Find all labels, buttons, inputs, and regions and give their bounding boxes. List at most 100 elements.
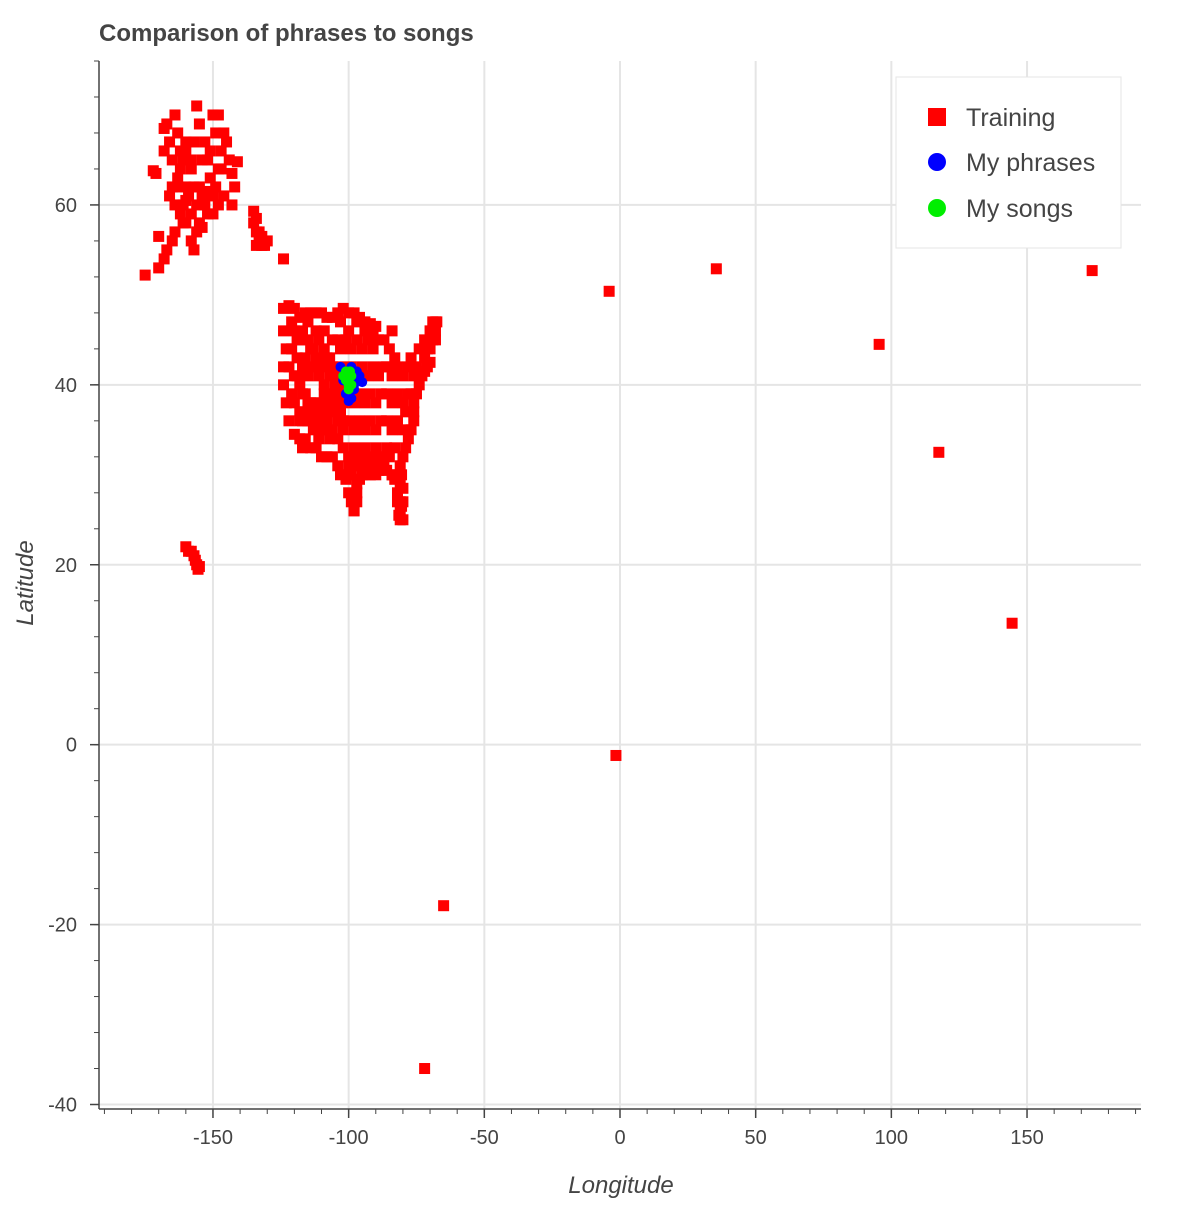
training-point	[169, 109, 181, 121]
training-point	[297, 325, 309, 337]
axes: -150 -100 -50 0 50 100 150 -40 -20 0 20 40 60	[48, 60, 1141, 1149]
training-point	[326, 424, 338, 436]
songs-series	[338, 366, 357, 395]
training-point	[329, 379, 341, 391]
training-point	[291, 352, 303, 364]
training-point	[196, 221, 208, 233]
training-point	[354, 415, 365, 427]
legend-training-swatch	[928, 108, 946, 126]
training-point	[204, 172, 216, 184]
training-point	[367, 460, 379, 472]
training-series	[139, 100, 1098, 1075]
training-point	[391, 361, 403, 373]
training-point	[321, 415, 333, 427]
training-point	[343, 451, 355, 463]
training-point	[1006, 617, 1018, 629]
y-tick-label: -20	[48, 915, 77, 937]
training-point	[335, 406, 347, 418]
training-point	[307, 361, 319, 373]
training-point	[397, 424, 409, 436]
training-point	[359, 442, 371, 454]
training-point	[210, 181, 222, 193]
training-point	[343, 487, 355, 499]
training-point	[335, 316, 347, 328]
training-point	[164, 190, 176, 202]
training-point	[318, 343, 330, 355]
training-point	[394, 514, 406, 526]
training-point	[405, 352, 417, 364]
training-point	[381, 442, 393, 454]
training-point	[348, 505, 360, 517]
training-point	[164, 136, 176, 148]
training-point	[345, 469, 357, 481]
training-point	[278, 253, 290, 265]
training-point	[383, 451, 395, 463]
training-point	[196, 190, 208, 202]
training-point	[391, 415, 403, 427]
training-point	[326, 361, 338, 373]
training-point	[383, 343, 395, 355]
training-point	[391, 496, 403, 508]
training-point	[370, 442, 382, 454]
training-point	[386, 397, 398, 409]
training-point	[248, 205, 260, 217]
training-point	[188, 181, 200, 193]
training-point	[161, 244, 173, 256]
legend-songs-label: My songs	[966, 195, 1073, 223]
training-point	[172, 127, 184, 139]
training-point	[408, 415, 420, 427]
training-point	[316, 406, 328, 418]
y-tick-label: 0	[66, 735, 77, 757]
training-point	[288, 302, 300, 314]
training-point	[191, 199, 203, 211]
training-point	[400, 442, 412, 454]
training-point	[386, 325, 398, 337]
training-point	[324, 370, 336, 382]
training-point	[364, 388, 376, 400]
training-point	[180, 145, 192, 157]
training-point	[356, 343, 368, 355]
training-point	[313, 397, 325, 409]
training-point	[180, 136, 192, 148]
training-point	[158, 253, 170, 265]
training-point	[402, 433, 414, 445]
training-point	[413, 343, 425, 355]
training-point	[408, 370, 420, 382]
training-point	[405, 388, 417, 400]
training-point	[321, 397, 333, 409]
training-point	[299, 406, 311, 418]
training-point	[183, 190, 195, 202]
training-point	[421, 343, 433, 355]
training-point	[356, 361, 368, 373]
x-tick-label: -150	[193, 1127, 233, 1149]
training-point	[324, 433, 336, 445]
training-point	[294, 415, 306, 427]
training-point	[603, 285, 615, 297]
song-point	[343, 384, 354, 395]
legend-training-label: Training	[966, 104, 1055, 132]
training-point	[354, 388, 365, 400]
training-point	[351, 316, 363, 328]
training-point	[210, 127, 222, 139]
training-point	[307, 406, 319, 418]
training-point	[424, 325, 436, 337]
training-point	[212, 109, 224, 121]
training-point	[288, 325, 300, 337]
training-point	[188, 244, 200, 256]
training-point	[302, 370, 314, 382]
training-point	[193, 118, 205, 130]
training-point	[367, 325, 379, 337]
training-point	[318, 325, 330, 337]
training-point	[174, 208, 186, 220]
training-point	[710, 263, 722, 275]
training-point	[139, 269, 151, 281]
training-point	[169, 226, 181, 238]
training-point	[310, 442, 322, 454]
training-point	[318, 379, 330, 391]
training-point	[359, 325, 371, 337]
training-point	[386, 469, 398, 481]
training-point	[286, 388, 298, 400]
training-point	[310, 352, 322, 364]
training-point	[438, 900, 450, 912]
